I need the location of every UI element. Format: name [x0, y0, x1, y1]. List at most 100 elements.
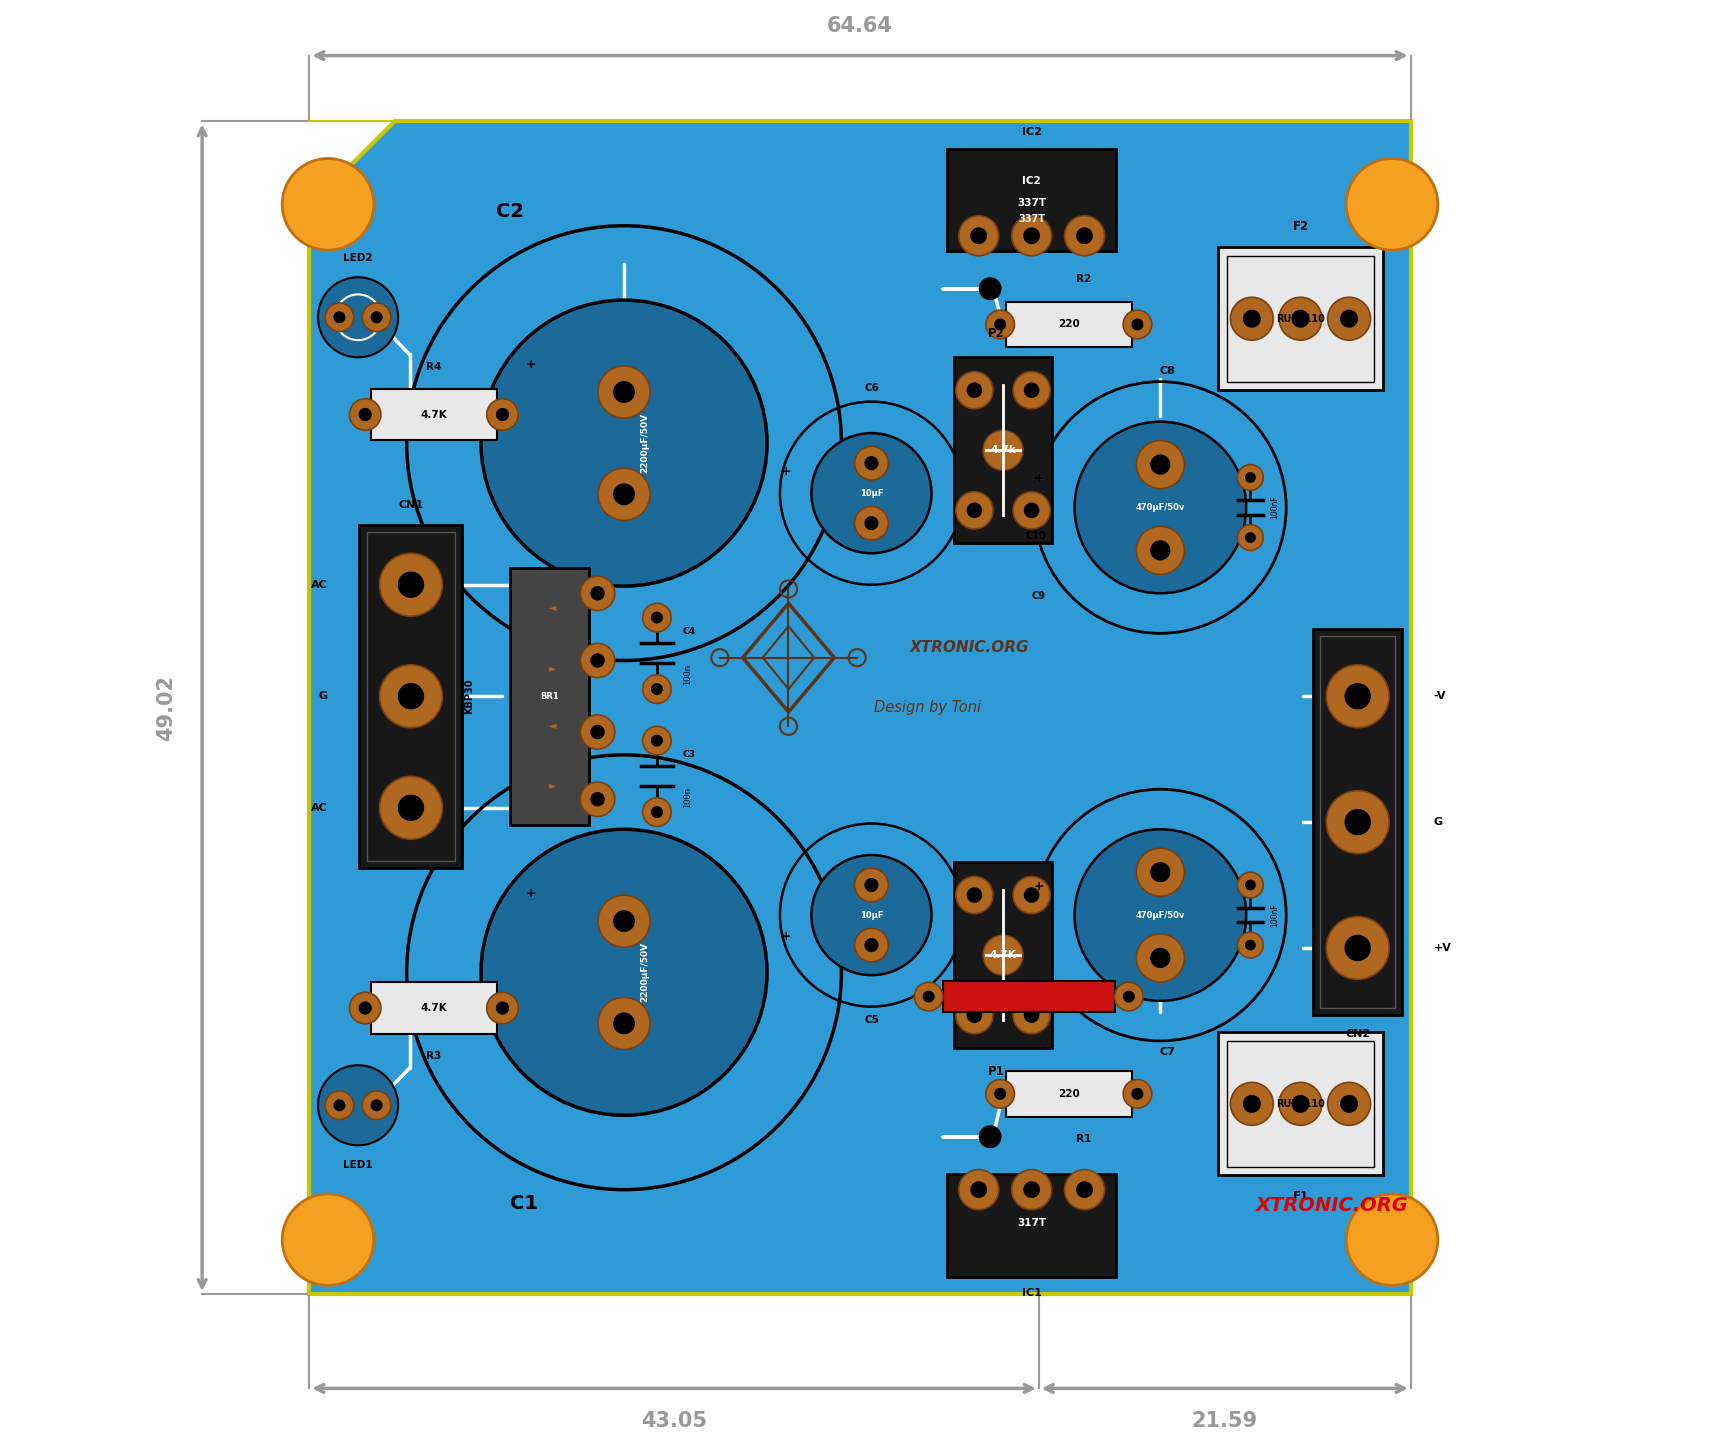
Circle shape: [1245, 472, 1256, 482]
Text: +: +: [526, 887, 537, 900]
Circle shape: [643, 726, 671, 755]
Circle shape: [1151, 947, 1170, 967]
Text: 2200µF/50V: 2200µF/50V: [640, 413, 648, 474]
Bar: [1218, 1032, 1383, 1175]
Circle shape: [979, 277, 1001, 300]
Circle shape: [1151, 455, 1170, 475]
Text: R2: R2: [1077, 274, 1090, 284]
Text: AC: AC: [311, 803, 329, 813]
Circle shape: [363, 1092, 390, 1119]
Circle shape: [495, 407, 509, 422]
Text: 100nF: 100nF: [1271, 902, 1280, 927]
Circle shape: [1065, 215, 1104, 256]
Circle shape: [958, 1170, 999, 1210]
Bar: [1226, 256, 1374, 381]
Text: 4.7K: 4.7K: [989, 950, 1017, 960]
Circle shape: [1011, 215, 1051, 256]
Circle shape: [590, 586, 605, 601]
Text: BR1: BR1: [540, 692, 559, 700]
Circle shape: [1013, 877, 1051, 914]
Circle shape: [1245, 879, 1256, 891]
Circle shape: [967, 1008, 982, 1022]
Circle shape: [397, 683, 425, 709]
Text: +: +: [781, 465, 791, 478]
Text: 100n: 100n: [683, 664, 691, 686]
Circle shape: [650, 683, 662, 695]
Circle shape: [482, 300, 767, 586]
Circle shape: [1340, 1187, 1445, 1292]
Circle shape: [986, 310, 1015, 339]
Circle shape: [1245, 940, 1256, 950]
Text: LED1: LED1: [344, 1160, 373, 1170]
Circle shape: [994, 319, 1006, 331]
Text: KBP30: KBP30: [464, 679, 475, 713]
Circle shape: [275, 152, 380, 257]
Text: R4: R4: [427, 361, 442, 371]
Circle shape: [1151, 862, 1170, 882]
Circle shape: [275, 1187, 380, 1292]
Text: +: +: [1034, 879, 1044, 892]
Circle shape: [380, 777, 442, 839]
Text: C7: C7: [1159, 1047, 1175, 1057]
Circle shape: [1347, 159, 1438, 250]
Text: ◄: ◄: [549, 602, 556, 612]
Polygon shape: [310, 121, 1410, 1294]
Bar: [1006, 1071, 1132, 1116]
Circle shape: [915, 982, 943, 1011]
Text: ►: ►: [549, 780, 556, 790]
Text: C1: C1: [509, 1194, 538, 1213]
Circle shape: [612, 1012, 635, 1034]
Text: R1: R1: [1077, 1134, 1090, 1144]
Text: RUEF110: RUEF110: [1276, 1099, 1324, 1109]
Circle shape: [1238, 465, 1262, 491]
Circle shape: [956, 492, 992, 529]
Text: -V: -V: [1433, 692, 1447, 702]
Circle shape: [1013, 371, 1051, 409]
Circle shape: [1292, 1095, 1309, 1113]
Text: R3: R3: [427, 1051, 442, 1061]
Text: 220: 220: [1058, 1089, 1080, 1099]
Circle shape: [812, 433, 932, 553]
Circle shape: [580, 644, 614, 677]
Circle shape: [318, 277, 397, 357]
Text: 2200µF/50V: 2200µF/50V: [640, 941, 648, 1002]
Circle shape: [358, 407, 372, 422]
Text: 4.7K: 4.7K: [420, 1004, 447, 1014]
Circle shape: [855, 928, 888, 962]
Circle shape: [325, 303, 354, 332]
Circle shape: [1230, 1083, 1273, 1125]
Circle shape: [599, 365, 650, 417]
Circle shape: [487, 399, 518, 430]
Circle shape: [334, 312, 346, 323]
Text: G: G: [1433, 817, 1443, 827]
Circle shape: [1238, 872, 1262, 898]
Circle shape: [370, 1099, 382, 1112]
Circle shape: [865, 456, 879, 471]
Circle shape: [1077, 227, 1092, 244]
Circle shape: [1245, 531, 1256, 543]
Circle shape: [1347, 1194, 1438, 1285]
Bar: [1006, 302, 1132, 348]
Circle shape: [1280, 297, 1323, 341]
Bar: [955, 357, 1051, 543]
Circle shape: [1292, 309, 1309, 328]
Text: C5: C5: [863, 1015, 879, 1025]
Circle shape: [855, 868, 888, 902]
Text: XTRONIC.ORG: XTRONIC.ORG: [1256, 1196, 1409, 1214]
Circle shape: [1013, 492, 1051, 529]
Circle shape: [599, 895, 650, 947]
Circle shape: [1345, 934, 1371, 962]
Text: 470µF/50v: 470µF/50v: [1135, 911, 1185, 920]
Circle shape: [487, 992, 518, 1024]
Circle shape: [1137, 934, 1185, 982]
Text: CN1: CN1: [399, 500, 423, 510]
Circle shape: [1137, 848, 1185, 897]
Circle shape: [282, 1194, 373, 1285]
Bar: [359, 524, 463, 868]
Bar: [511, 567, 588, 825]
Bar: [1218, 247, 1383, 390]
Circle shape: [994, 1087, 1006, 1100]
Bar: [366, 531, 456, 861]
Circle shape: [599, 468, 650, 520]
Circle shape: [495, 1002, 509, 1015]
